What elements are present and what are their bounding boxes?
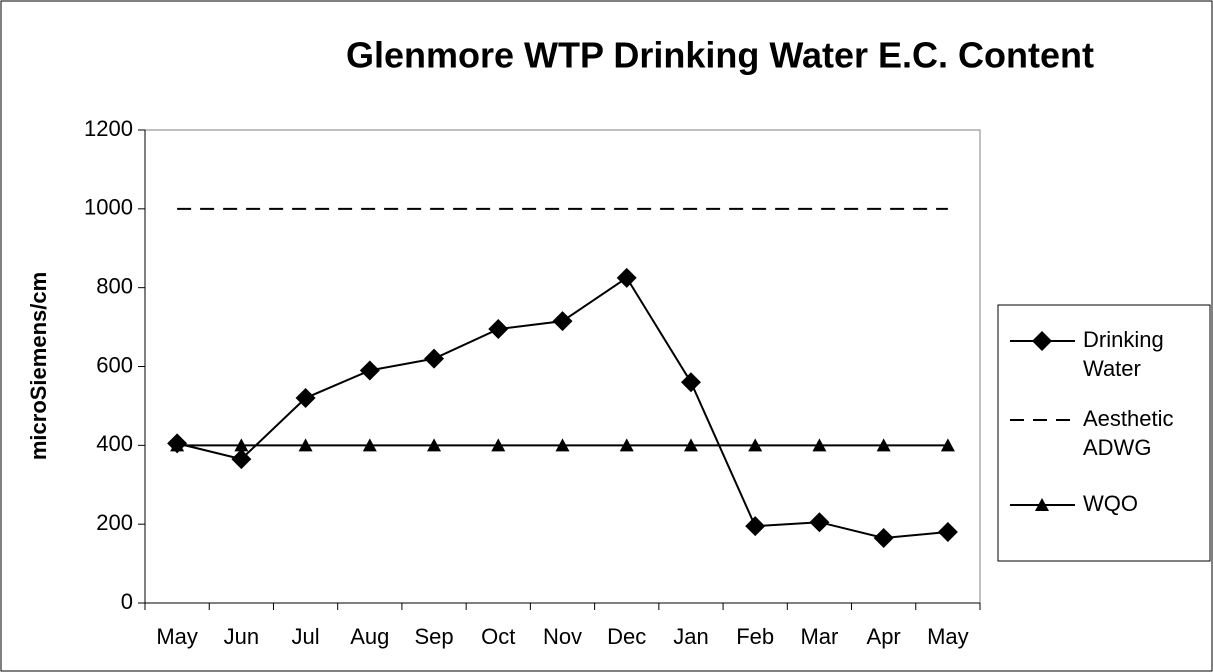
- data-point: [873, 527, 894, 548]
- x-tick-label: Dec: [607, 624, 646, 649]
- x-tick-label: Jan: [673, 624, 708, 649]
- data-point: [552, 311, 573, 332]
- data-point: [488, 319, 509, 340]
- x-tick-label: Jul: [292, 624, 320, 649]
- chart-title: Glenmore WTP Drinking Water E.C. Content: [346, 35, 1094, 76]
- y-tick-label: 400: [96, 431, 133, 456]
- legend-label: Aesthetic ADWG: [1083, 406, 1174, 460]
- x-tick-label: May: [156, 624, 198, 649]
- data-point: [359, 360, 380, 381]
- data-point: [940, 438, 955, 452]
- x-tick-label: Jun: [224, 624, 259, 649]
- legend-entry: Aesthetic ADWG: [1083, 406, 1174, 460]
- legend-box: [997, 304, 1211, 562]
- x-tick-label: Oct: [481, 624, 515, 649]
- data-point: [683, 438, 698, 452]
- data-point: [619, 438, 634, 452]
- y-tick-label: 0: [121, 589, 133, 614]
- data-point: [298, 438, 313, 452]
- data-point: [809, 512, 830, 533]
- data-point: [424, 348, 445, 369]
- marker: [1035, 498, 1049, 511]
- legend-label: WQO: [1083, 491, 1138, 516]
- y-tick-label: 1200: [84, 116, 133, 141]
- data-point: [812, 438, 827, 452]
- data-point: [555, 438, 570, 452]
- data-point: [231, 449, 252, 470]
- x-tick-label: Aug: [350, 624, 389, 649]
- x-tick-label: Sep: [414, 624, 453, 649]
- data-point: [362, 438, 377, 452]
- y-tick-label: 800: [96, 273, 133, 298]
- legend-label: Drinking Water: [1083, 327, 1164, 381]
- plot-frame: [145, 129, 981, 603]
- y-tick-label: 600: [96, 352, 133, 377]
- x-tick-label: Mar: [800, 624, 838, 649]
- data-point: [491, 438, 506, 452]
- data-point: [680, 372, 701, 393]
- x-tick-label: May: [927, 624, 969, 649]
- data-point: [748, 438, 763, 452]
- data-point: [295, 388, 316, 409]
- data-point: [427, 438, 442, 452]
- data-point: [876, 438, 891, 452]
- x-tick-label: Apr: [867, 624, 901, 649]
- data-point: [937, 522, 958, 543]
- legend-entry: Drinking Water: [1083, 327, 1164, 381]
- legend-entry: WQO: [1083, 491, 1138, 516]
- x-tick-label: Feb: [736, 624, 774, 649]
- marker: [1032, 331, 1052, 351]
- data-point: [616, 267, 637, 288]
- data-point: [170, 438, 185, 452]
- y-axis-label: microSiemens/cm: [26, 272, 51, 460]
- x-tick-label: Nov: [543, 624, 582, 649]
- data-point: [234, 438, 249, 452]
- y-tick-label: 200: [96, 510, 133, 535]
- y-tick-label: 1000: [84, 195, 133, 220]
- data-point: [745, 516, 766, 537]
